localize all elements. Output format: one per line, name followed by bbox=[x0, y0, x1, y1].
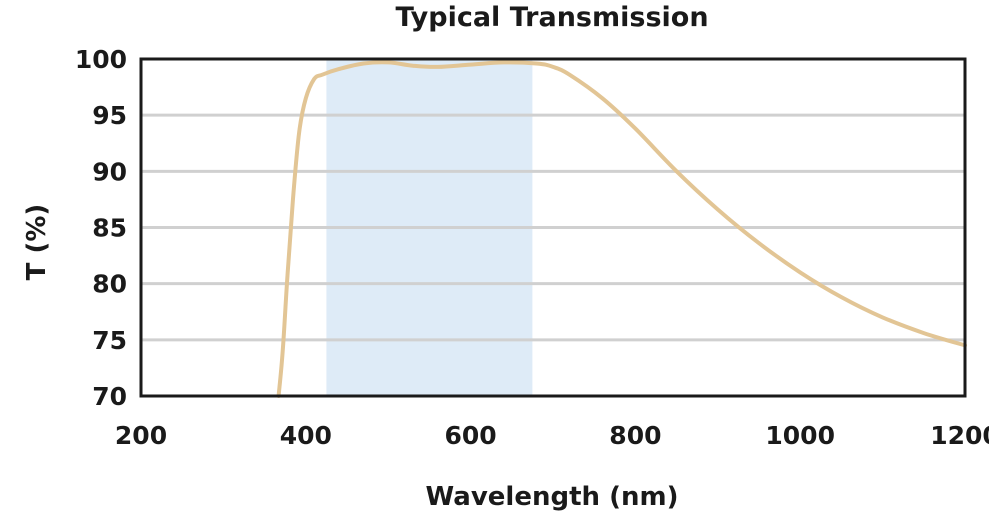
x-tick-label-400: 400 bbox=[280, 421, 332, 450]
x-tick-label-800: 800 bbox=[609, 421, 661, 450]
chart-title: Typical Transmission bbox=[395, 2, 708, 33]
y-tick-label-100: 100 bbox=[75, 45, 127, 74]
y-tick-label-75: 75 bbox=[92, 326, 127, 355]
y-tick-label-70: 70 bbox=[92, 382, 127, 411]
x-tick-label-1200: 1200 bbox=[930, 421, 989, 450]
y-tick-label-85: 85 bbox=[92, 214, 127, 243]
x-tick-label-1000: 1000 bbox=[765, 421, 835, 450]
x-tick-label-600: 600 bbox=[445, 421, 497, 450]
y-axis-title: T (%) bbox=[22, 204, 52, 281]
y-tick-label-90: 90 bbox=[92, 157, 127, 186]
transmission-series-line-0 bbox=[276, 60, 967, 398]
x-tick-label-200: 200 bbox=[115, 421, 167, 450]
y-tick-label-95: 95 bbox=[92, 101, 127, 130]
plot-frame bbox=[139, 57, 967, 398]
y-tick-label-80: 80 bbox=[92, 270, 127, 299]
x-axis-title: Wavelength (nm) bbox=[426, 482, 679, 512]
